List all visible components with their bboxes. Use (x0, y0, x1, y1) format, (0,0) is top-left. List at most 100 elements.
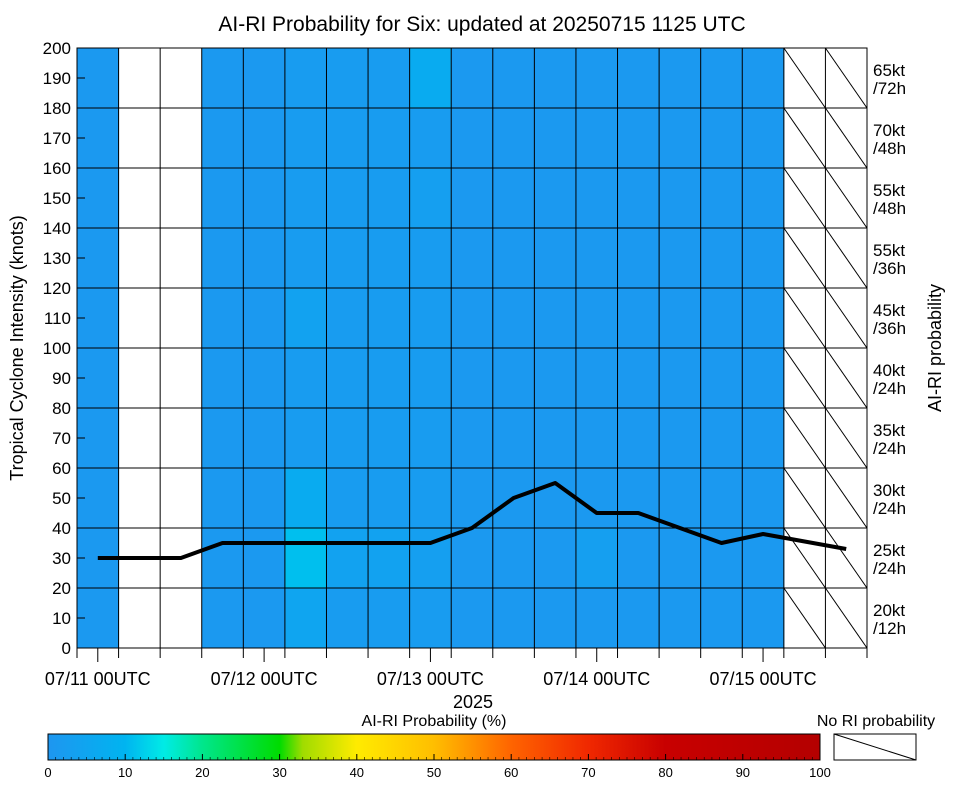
heatmap-cell (243, 468, 286, 529)
heatmap-cell (659, 468, 702, 529)
heatmap-cell (534, 168, 577, 229)
heatmap-cell (451, 288, 494, 349)
heatmap-cell (659, 108, 702, 169)
heatmap-cell (492, 528, 535, 589)
heatmap-cell (201, 288, 244, 349)
heatmap-cell (700, 168, 743, 229)
colorbar-tick-label: 10 (118, 765, 132, 780)
colorbar-tick-label: 100 (809, 765, 831, 780)
y-tick-label: 30 (52, 549, 71, 568)
heatmap-cell (700, 408, 743, 469)
heatmap-cell (617, 108, 660, 169)
y-tick-label: 40 (52, 519, 71, 538)
heatmap-cell (617, 528, 660, 589)
heatmap-cell (368, 108, 411, 169)
heatmap-cell (284, 288, 327, 349)
no-ri-hatch (825, 587, 868, 649)
y-tick-label: 0 (62, 639, 71, 658)
heatmap-cell (368, 48, 411, 109)
colorbar-tick-label: 90 (736, 765, 750, 780)
heatmap-cell (742, 288, 785, 349)
ri-threshold-kt: 55kt (873, 181, 905, 200)
colorbar-tick-label: 60 (504, 765, 518, 780)
heatmap-cell (451, 408, 494, 469)
ri-threshold-kt: 40kt (873, 361, 905, 380)
ri-threshold-kt: 45kt (873, 301, 905, 320)
heatmap-cell (617, 288, 660, 349)
heatmap-cell (534, 588, 577, 649)
ri-threshold-kt: 25kt (873, 541, 905, 560)
heatmap-cell (243, 408, 286, 469)
colorbar-tick-label: 50 (427, 765, 441, 780)
heatmap-cell (368, 168, 411, 229)
colorbar-ticks: 0 10 20 30 40 50 60 70 80 90 100 (44, 754, 831, 780)
heatmap-cell (451, 588, 494, 649)
heatmap-cell (284, 528, 327, 589)
heatmap-cell (326, 48, 369, 109)
heatmap-cell (201, 168, 244, 229)
heatmap-cell (700, 588, 743, 649)
heatmap-cell (284, 468, 327, 529)
heatmap-cell (326, 468, 369, 529)
heatmap-cell (534, 528, 577, 589)
y-tick-label: 90 (52, 369, 71, 388)
colorbar-tick-label: 80 (658, 765, 672, 780)
heatmap-cell (409, 588, 452, 649)
heatmap-cell (284, 588, 327, 649)
heatmap-cell (201, 528, 244, 589)
no-ri-hatch (825, 167, 868, 229)
heatmap-cell (368, 588, 411, 649)
y-tick-label: 110 (44, 309, 71, 328)
heatmap-cell (659, 588, 702, 649)
heatmap-cell (659, 228, 702, 289)
right-axis-title: AI-RI probability (925, 284, 945, 412)
heatmap-cell (534, 408, 577, 469)
heatmap-cell (617, 228, 660, 289)
no-ri-hatch (825, 47, 868, 109)
no-ri-hatch (783, 107, 826, 169)
heatmap-cell (451, 48, 494, 109)
y-tick-label: 80 (52, 399, 71, 418)
y-tick-label: 50 (52, 489, 71, 508)
heatmap-cell (575, 348, 619, 409)
ri-threshold-kt: 20kt (873, 601, 905, 620)
heatmap-cell (659, 288, 702, 349)
ri-threshold-kt: 30kt (873, 481, 905, 500)
heatmap-cell (243, 168, 286, 229)
heatmap-cell (617, 168, 660, 229)
heatmap-cell (451, 108, 494, 169)
heatmap-cell (243, 108, 286, 169)
heatmap-cell (326, 168, 369, 229)
ri-threshold-kt: 35kt (873, 421, 905, 440)
no-ri-hatch (825, 347, 868, 409)
heatmap-cell (326, 528, 369, 589)
heatmap-cell (451, 528, 494, 589)
y-tick-label: 100 (43, 339, 71, 358)
heatmap-cell (243, 348, 286, 409)
heatmap-cell (368, 288, 411, 349)
heatmap-cell (617, 48, 660, 109)
ri-threshold-hours: /24h (873, 379, 906, 398)
heatmap-cell (326, 588, 369, 649)
heatmap-cell (575, 588, 619, 649)
x-tick-label: 07/14 00UTC (543, 669, 650, 689)
heatmap-cell (575, 48, 619, 109)
y-axis: 0 10 20 30 40 50 60 70 80 90 100 110 120 130 140 150 160… (43, 39, 85, 658)
heatmap-cell (700, 48, 743, 109)
heatmap-cell (617, 408, 660, 469)
intensity-line (97, 481, 847, 560)
heatmap-cell (575, 528, 619, 589)
y-tick-label: 160 (43, 159, 71, 178)
ri-threshold-hours: /36h (873, 319, 906, 338)
heatmap-cell (534, 348, 577, 409)
heatmap-cell (534, 228, 577, 289)
no-ri-hatch (783, 227, 826, 289)
y-tick-label: 130 (43, 249, 71, 268)
heatmap-cell (534, 288, 577, 349)
heatmap-cell (659, 168, 702, 229)
heatmap-cell (492, 48, 535, 109)
heatmap-cell (575, 168, 619, 229)
no-ri-hatch (783, 407, 826, 469)
colorbar-tick-label: 30 (272, 765, 286, 780)
